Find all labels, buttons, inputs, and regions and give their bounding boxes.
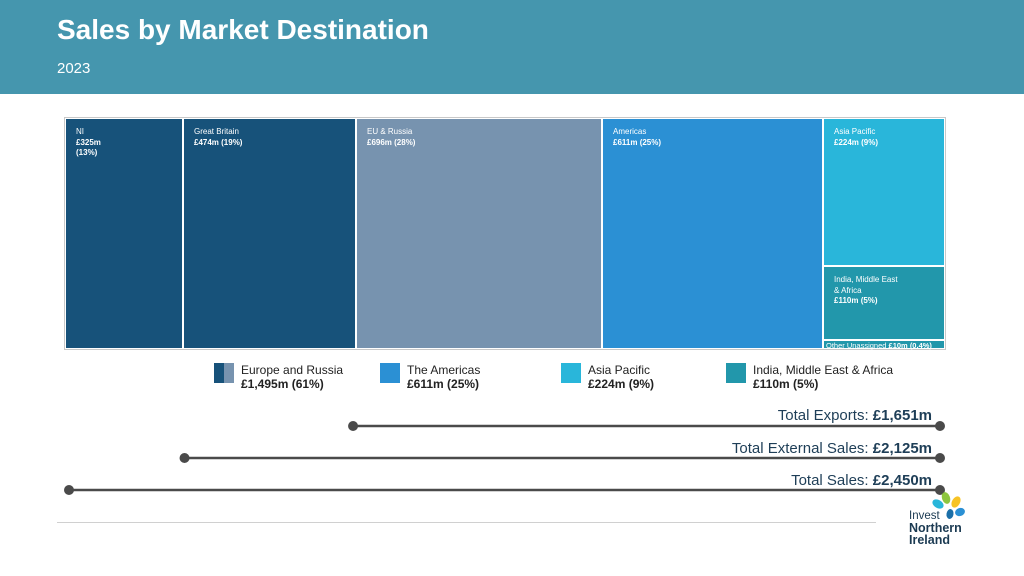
legend-label: Europe and Russia [241,363,344,377]
total-sales-value: £2,450m [872,472,932,489]
tile-value: £325m [76,137,101,147]
invest-ni-logo-icon [932,492,965,519]
legend-item-europe-russia: Europe and Russia £1,495m (61%) [214,363,343,391]
total-exports-label: Total Exports: £1,651m [778,407,932,424]
invest-ni-logo-text: Invest Northern Ireland [909,510,962,546]
tile-label: NI [76,127,84,136]
total-external-caption: Total External Sales: [731,440,869,457]
tile-label: Great Britain [194,127,239,136]
legend-swatch [214,363,234,383]
tile-label: Other Unassigned [826,341,887,350]
tile-label: Americas [613,127,647,136]
total-external-sales-label: Total External Sales: £2,125m [732,440,932,457]
legend-swatch [380,363,400,383]
legend-value: £224m (9%) [588,377,655,391]
legend-swatch [561,363,581,383]
treemap-tile-other-unassigned: Other Unassigned £10m (0.4%) [823,340,945,350]
footer-divider [57,522,876,523]
treemap-tile-ni: NI £325m (13%) [65,118,183,349]
total-line-1-end-dot [935,453,945,463]
logo-line2: Northern [909,521,962,535]
treemap-tile-great-britain: Great Britain £474m (19%) [183,118,356,349]
legend-value: £1,495m (61%) [241,377,324,391]
total-line-2-start-dot [64,485,74,495]
total-line-0-start-dot [348,421,359,431]
total-exports-caption: Total Exports: [777,407,869,424]
total-line-1-start-dot [179,453,190,463]
legend-label: Asia Pacific [588,363,651,377]
legend-item-americas: The Americas £611m (25%) [380,363,480,391]
treemap-tile-imea: India, Middle East & Africa £110m (5%) [823,266,945,340]
tile-value: £10m (0.4%) [888,341,932,350]
treemap-tile-asia-pacific: Asia Pacific £224m (9%) [823,118,945,266]
legend-value: £110m (5%) [753,377,819,391]
legend-item-imea: India, Middle East & Africa £110m (5%) [726,363,893,391]
tile-value: £110m (5%) [834,296,878,305]
tile-value: £696m (28%) [367,137,416,147]
logo-line3: Ireland [909,533,950,547]
tile-label: Asia Pacific [834,127,876,136]
tile-percent: (13%) [76,148,98,157]
tile-value: £224m (9%) [834,137,879,147]
page-title: Sales by Market Destination [57,14,429,45]
header-banner: Sales by Market Destination 2023 [0,0,1024,94]
total-exports-value: £1,651m [872,407,932,424]
tile-label: India, Middle East & Africa [834,275,898,295]
treemap-tile-americas: Americas £611m (25%) [602,118,823,349]
tile-value: £611m (25%) [613,137,662,147]
legend-swatch [726,363,746,383]
tile-value: £474m (19%) [194,137,243,147]
total-sales-label: Total Sales: £2,450m [791,472,932,489]
logo-line1: Invest [909,510,940,522]
page-subtitle: 2023 [57,60,91,77]
treemap-chart: NI £325m (13%) Great Britain £474m (19%)… [64,117,946,350]
tile-caption: Other Unassigned £10m (0.4%) [824,341,944,350]
tile-label: EU & Russia [367,127,413,136]
total-line-0-end-dot [935,421,945,431]
legend-value: £611m (25%) [407,377,480,391]
legend-label: The Americas [407,363,481,377]
legend-item-asia-pacific: Asia Pacific £224m (9%) [561,363,654,391]
total-external-value: £2,125m [872,440,932,457]
total-sales-caption: Total Sales: [791,472,869,489]
treemap-tile-eu-russia: EU & Russia £696m (28%) [356,118,602,349]
legend-label: India, Middle East & Africa [753,363,894,377]
